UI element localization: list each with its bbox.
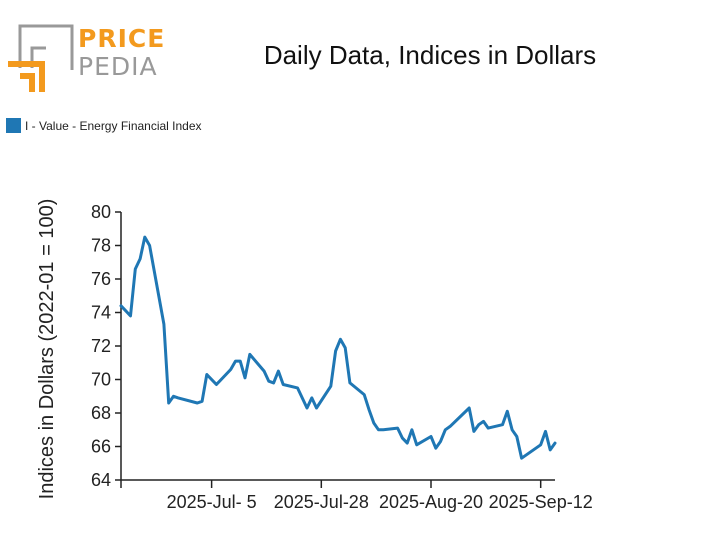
y-tick-label: 68 (91, 403, 111, 423)
y-tick-label: 76 (91, 269, 111, 289)
chart-title: Daily Data, Indices in Dollars (263, 40, 597, 70)
legend-swatch (6, 118, 21, 133)
y-tick-label: 74 (91, 303, 111, 323)
logo-word-price: PRICE (78, 24, 166, 53)
x-tick-label: 2025-Aug-20 (379, 492, 483, 512)
y-tick-label: 72 (91, 336, 111, 356)
legend: I - Value - Energy Financial Index (6, 118, 202, 133)
x-tick-label: 2025-Jul-28 (274, 492, 369, 512)
y-tick-label: 64 (91, 470, 111, 490)
logo-mark-orange-outer (8, 61, 45, 92)
y-tick-label: 78 (91, 236, 111, 256)
legend-label: I - Value - Energy Financial Index (25, 118, 202, 133)
y-tick-label: 80 (91, 202, 111, 222)
series-line (119, 235, 557, 460)
logo-mark-orange-inner (20, 73, 35, 92)
x-tick-label: 2025-Jul- 5 (167, 492, 257, 512)
y-axis-title: Indices in Dollars (2022-01 = 100) (36, 199, 58, 500)
y-tick-label: 66 (91, 437, 111, 457)
x-tick-label: 2025-Sep-12 (489, 492, 593, 512)
logo-mark-gray-bracket (18, 24, 74, 70)
logo-word-pedia: PEDIA (78, 52, 158, 81)
pricepedia-logo-mark (8, 24, 74, 92)
pricepedia-logo: PRICE PEDIA (6, 22, 166, 92)
y-tick-label: 70 (91, 370, 111, 390)
